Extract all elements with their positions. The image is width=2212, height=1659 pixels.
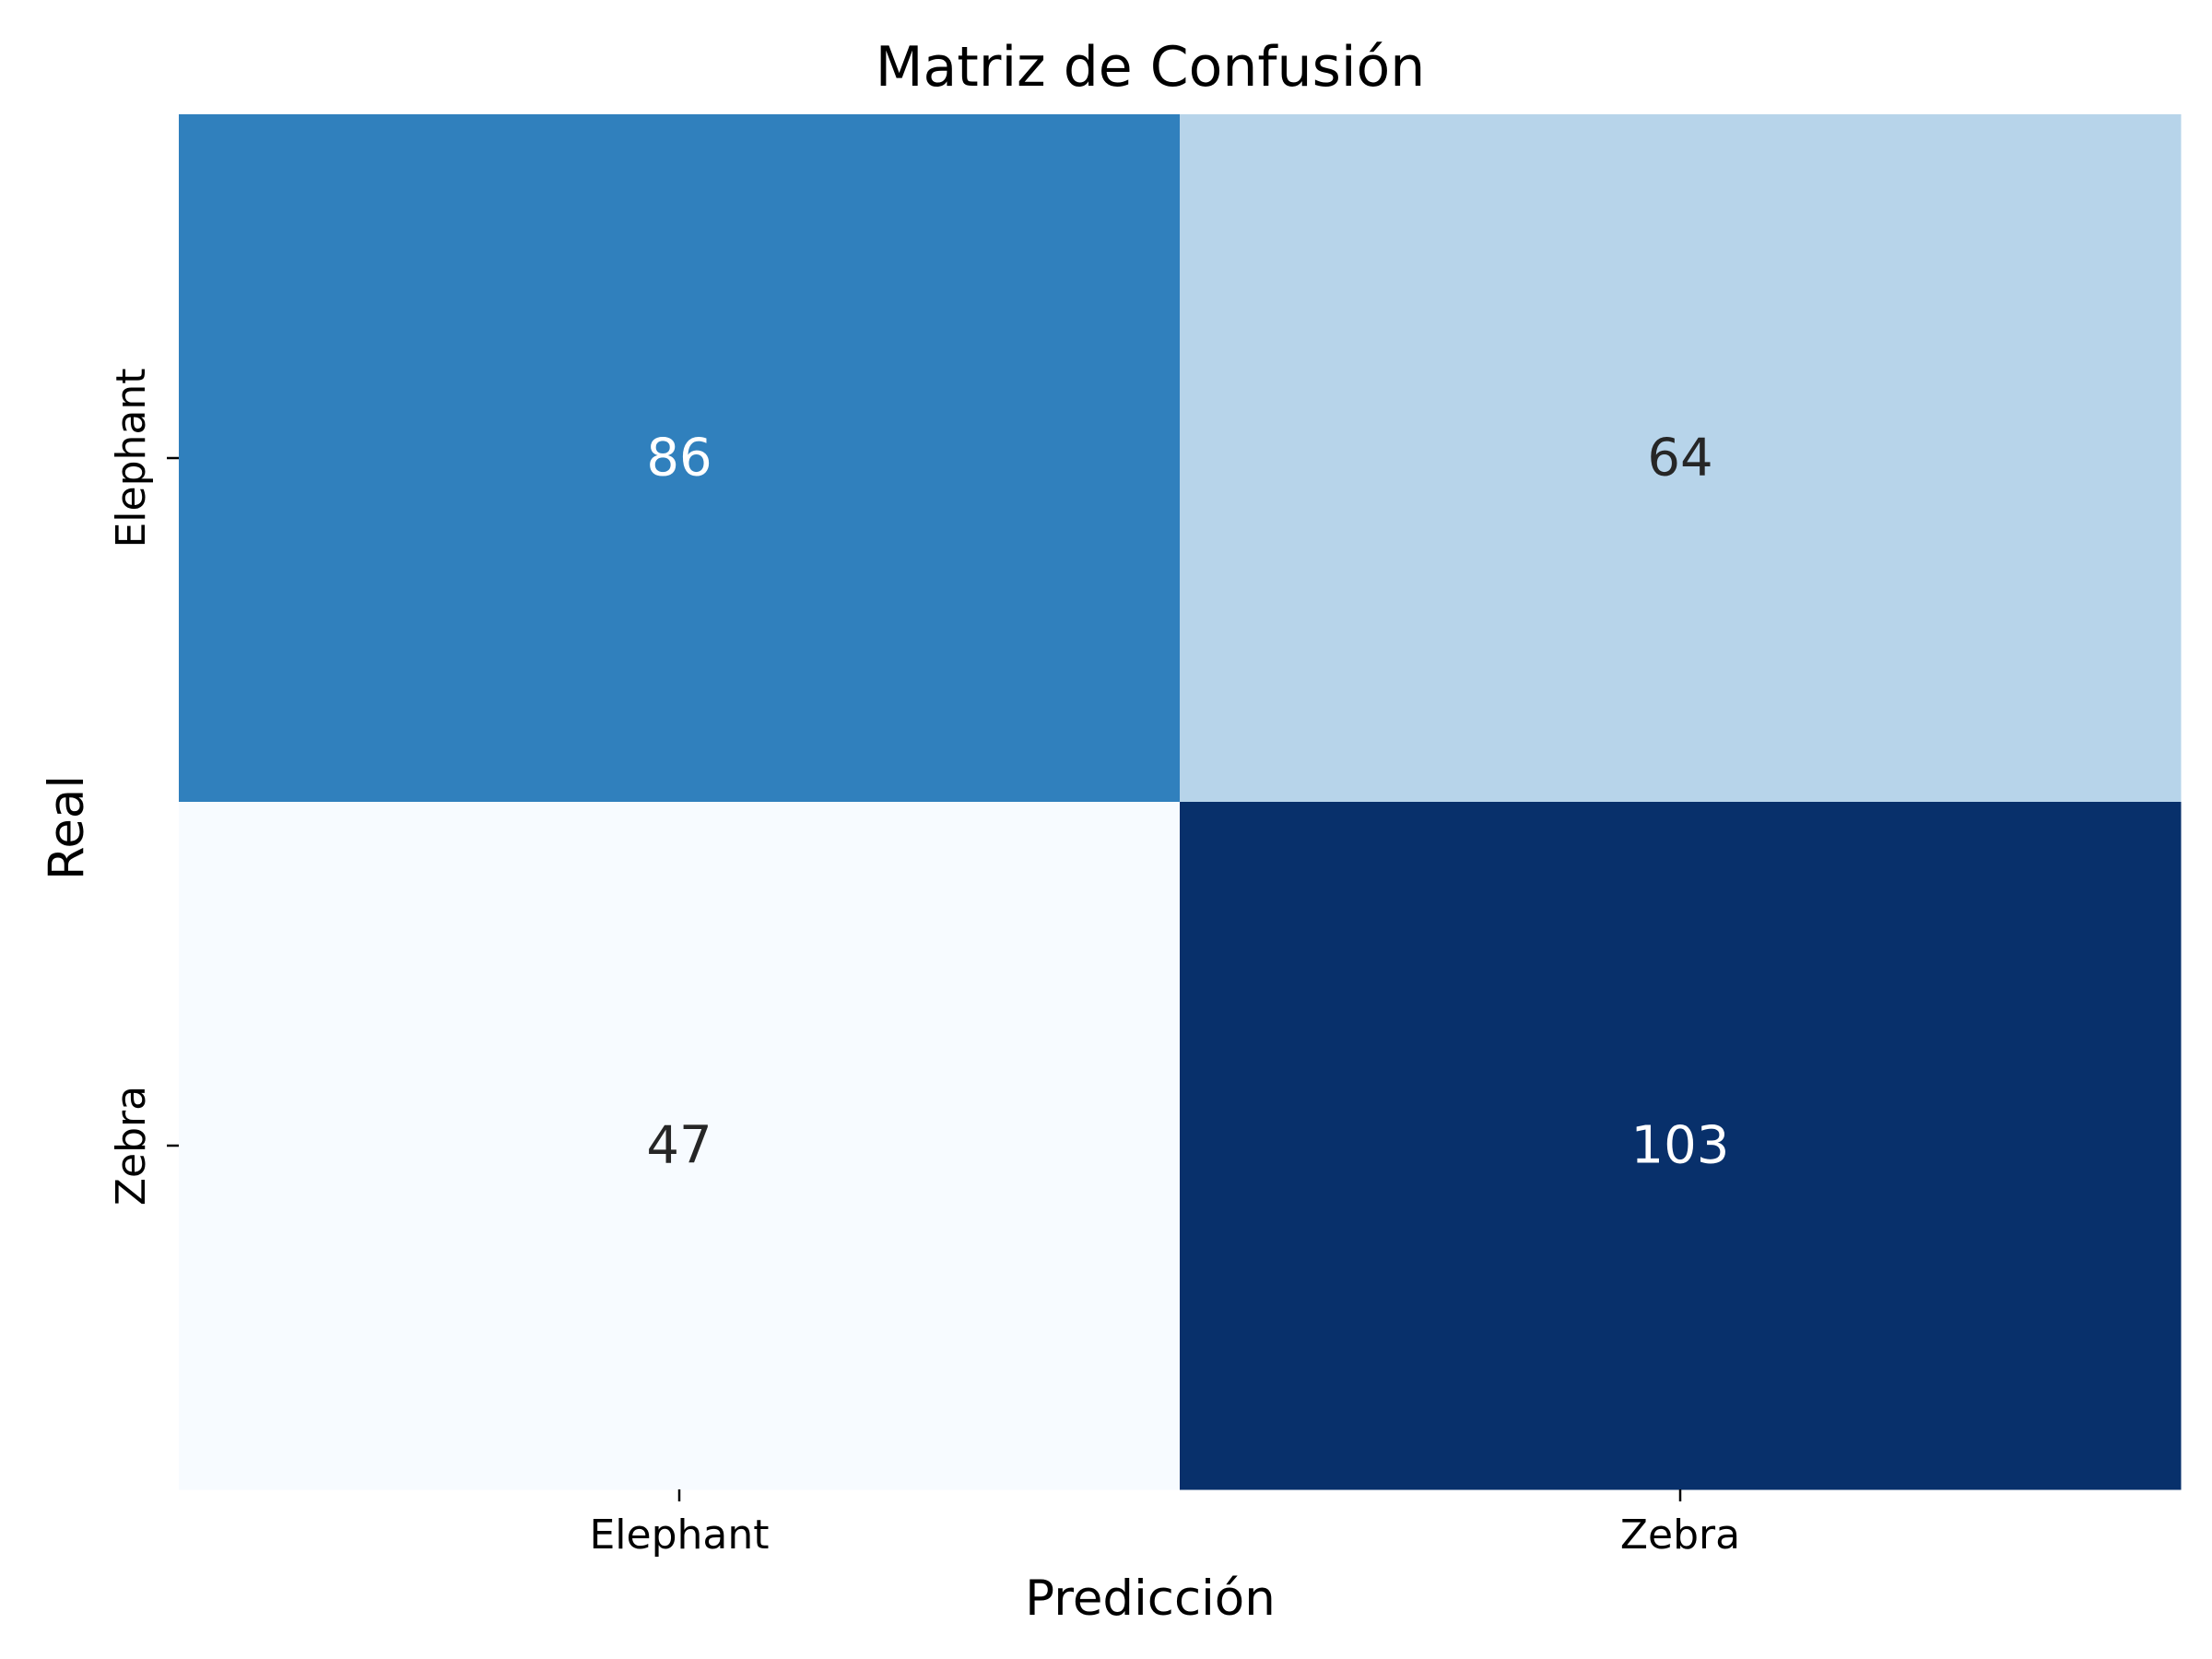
heatmap-cell bbox=[179, 802, 1181, 1490]
x-tick-label: Elephant bbox=[589, 1512, 769, 1559]
chart-title: Matriz de Confusión bbox=[876, 35, 1425, 100]
y-axis-label: Real bbox=[39, 775, 95, 880]
y-tick-label: Elephant bbox=[108, 368, 155, 547]
y-axis-ticks: Elephant Zebra bbox=[108, 368, 179, 1206]
heatmap-cell-value: 64 bbox=[1647, 429, 1712, 488]
x-axis-ticks: Elephant Zebra bbox=[589, 1489, 1740, 1559]
heatmap-cell-value: 86 bbox=[646, 429, 712, 488]
heatmap-cell bbox=[1180, 114, 2182, 803]
heatmap-cell bbox=[179, 114, 1181, 803]
y-tick-label: Zebra bbox=[108, 1086, 155, 1206]
heatmap-cell bbox=[1180, 802, 2182, 1490]
x-axis-label: Predicción bbox=[1025, 1571, 1276, 1627]
heatmap-cells bbox=[179, 114, 2182, 1490]
heatmap-cell-value: 103 bbox=[1631, 1116, 1730, 1176]
heatmap-cell-value: 47 bbox=[646, 1116, 712, 1176]
heatmap-cell-labels: 86 64 47 103 bbox=[646, 429, 1729, 1176]
x-tick-label: Zebra bbox=[1620, 1512, 1740, 1559]
